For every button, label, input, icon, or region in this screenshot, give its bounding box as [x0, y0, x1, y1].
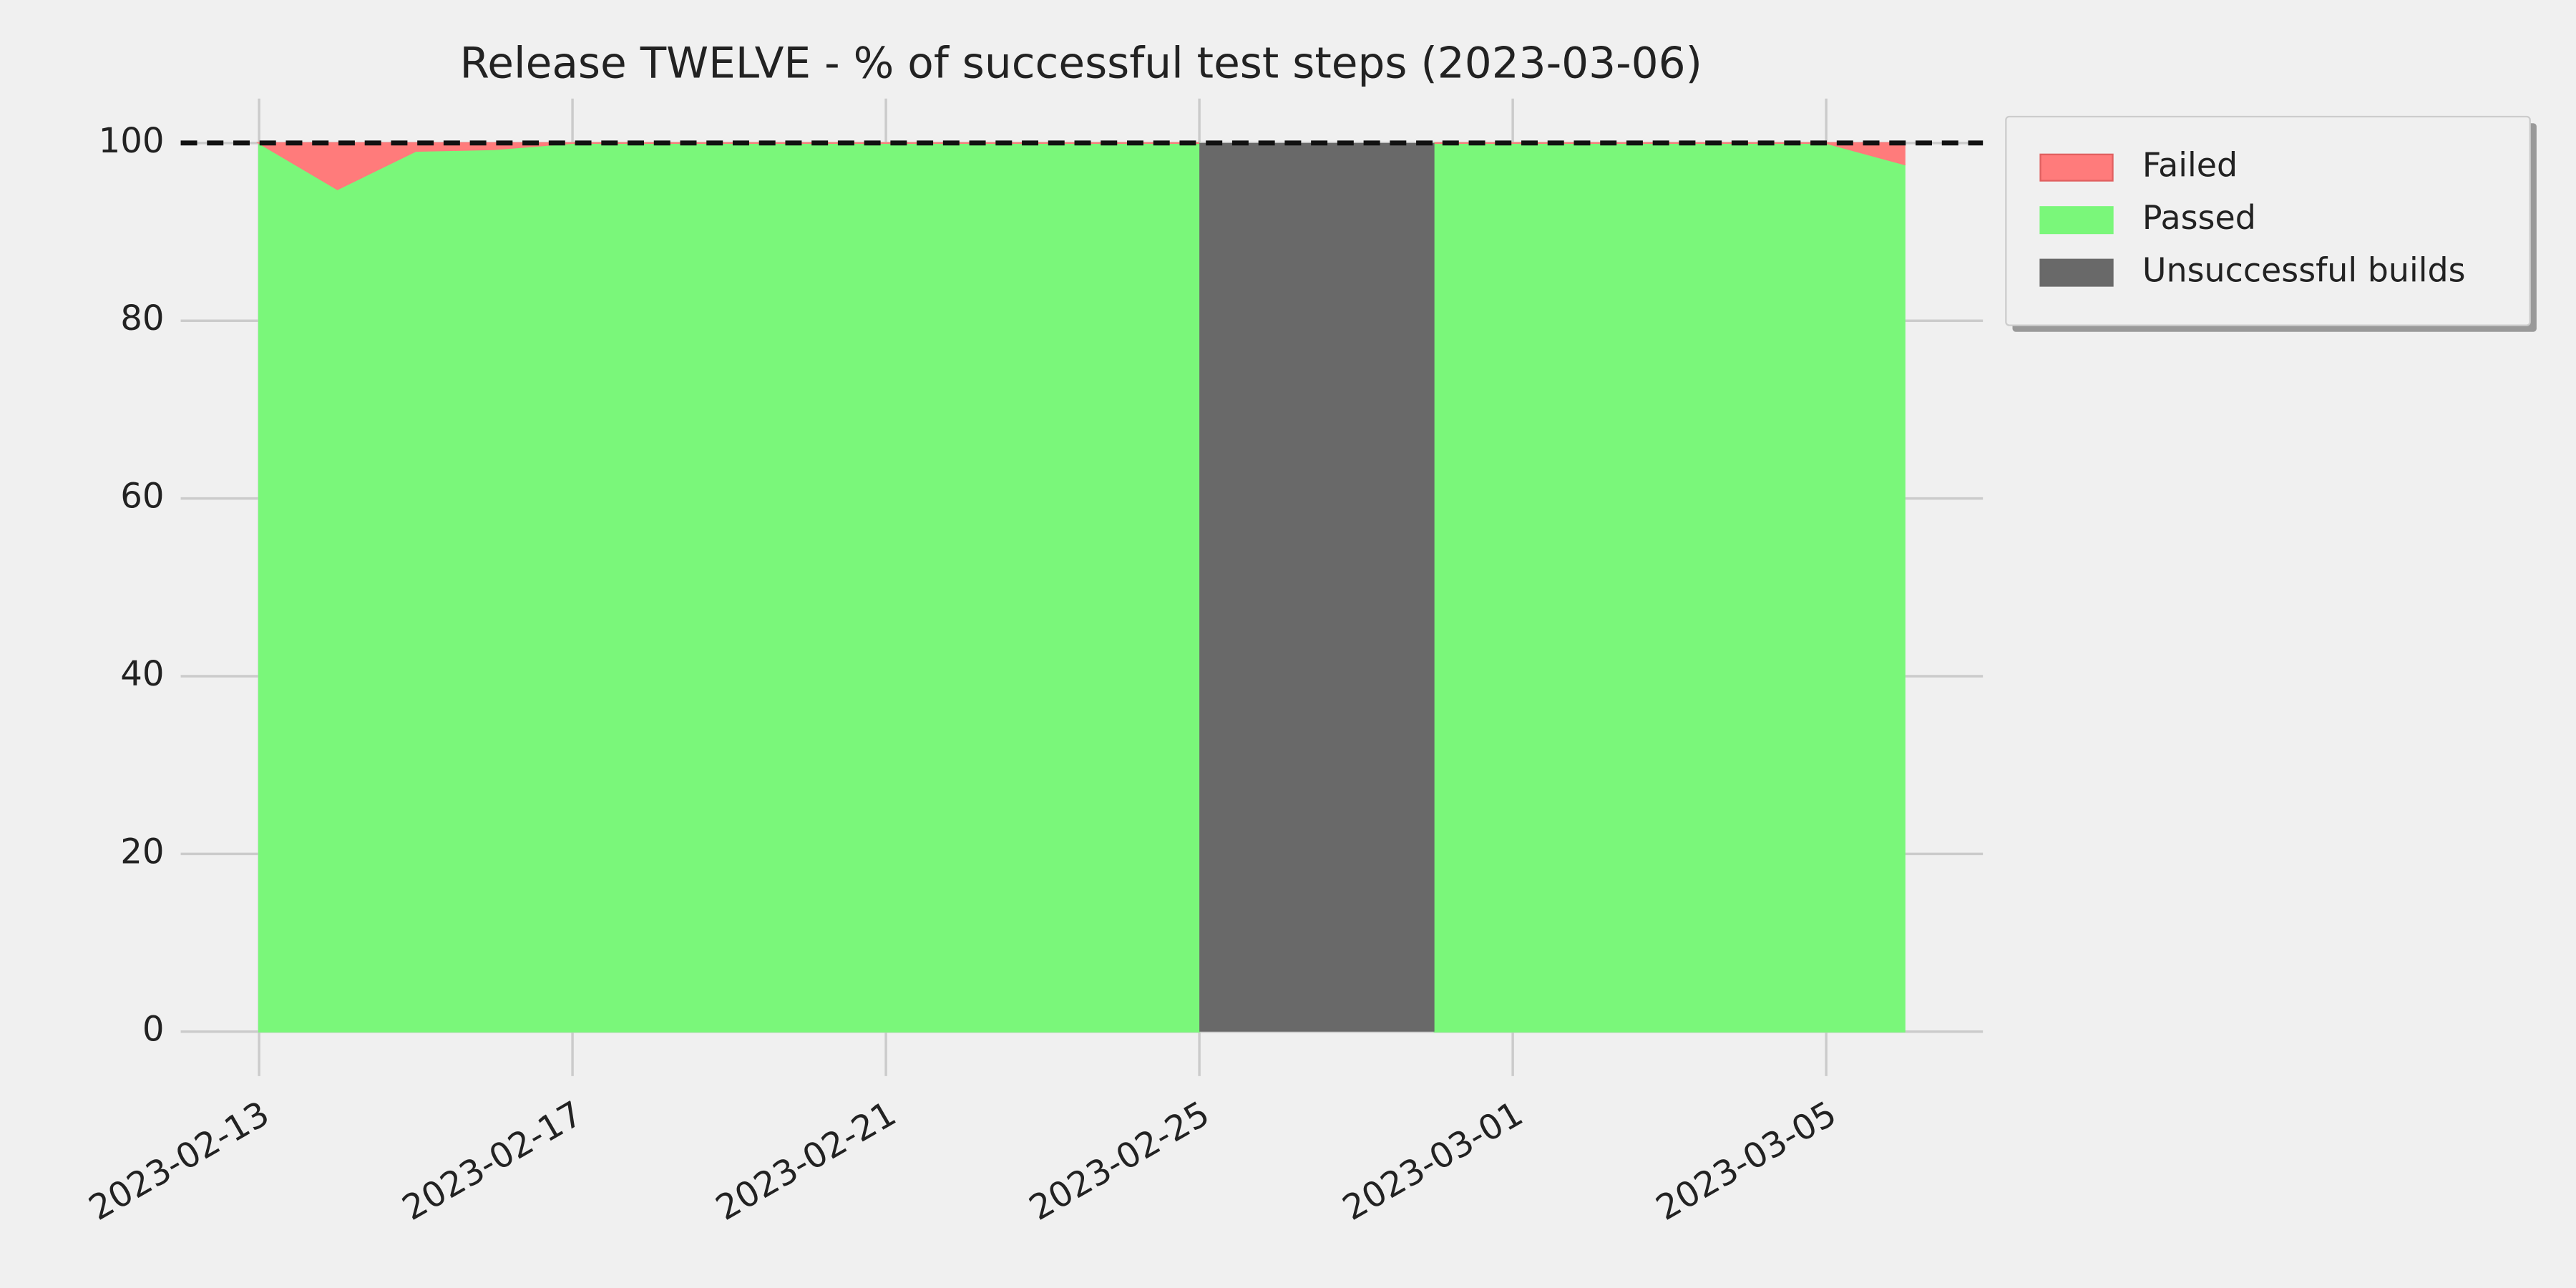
legend: Failed Passed Unsuccessful builds [2005, 115, 2537, 332]
y-tick-label: 60 [120, 477, 164, 517]
legend-box [2005, 115, 2531, 326]
y-tick-label: 0 [142, 1010, 165, 1050]
area [1433, 142, 1906, 1033]
y-tick-label: 100 [99, 121, 165, 161]
legend-label: Unsuccessful builds [2142, 251, 2466, 290]
legend-swatch [2039, 258, 2114, 287]
area [1199, 142, 1435, 1032]
y-tick-label: 20 [120, 831, 164, 872]
legend-label: Failed [2142, 146, 2238, 185]
legend-label: Passed [2142, 198, 2256, 237]
y-tick-label: 80 [120, 298, 164, 338]
area [255, 142, 1200, 190]
chart-title: Release TWELVE - % of successful test st… [460, 39, 1702, 88]
legend-swatch [2039, 153, 2114, 182]
y-tick-label: 40 [120, 654, 164, 694]
legend-swatch [2039, 206, 2114, 235]
area [258, 141, 1201, 1033]
